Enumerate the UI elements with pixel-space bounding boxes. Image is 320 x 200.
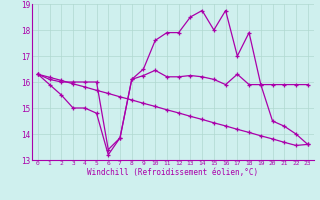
X-axis label: Windchill (Refroidissement éolien,°C): Windchill (Refroidissement éolien,°C) xyxy=(87,168,258,177)
